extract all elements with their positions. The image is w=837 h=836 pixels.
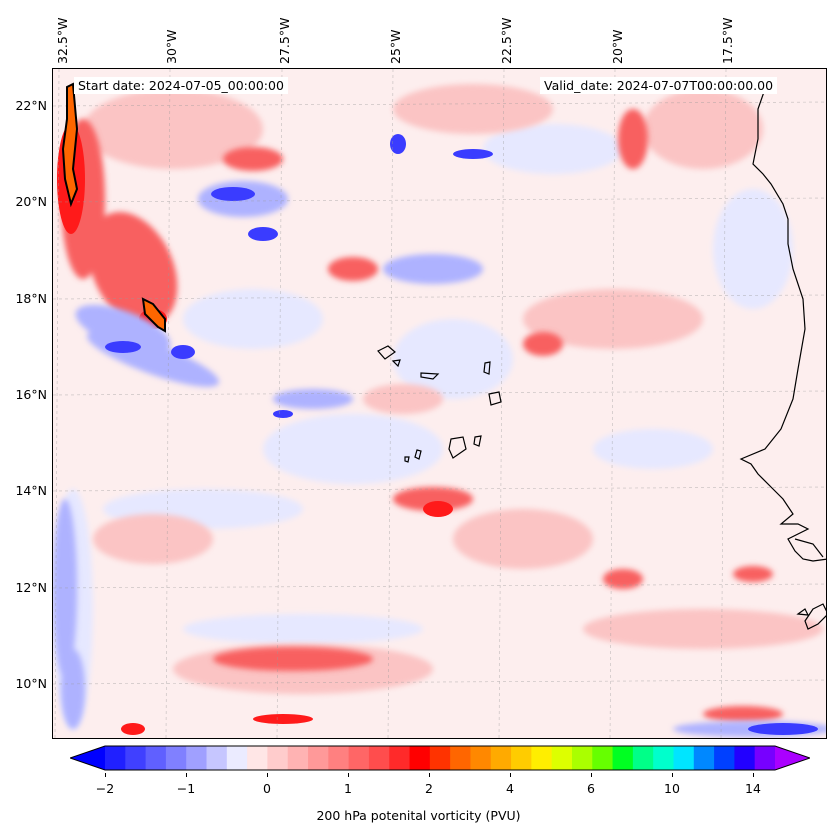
colorbar (70, 745, 810, 771)
colorbar-tick-0: 0 (263, 781, 271, 796)
valid-date-box: Valid_date: 2024-07-07T00:00:00.00 (540, 77, 778, 94)
colorbar-segment (754, 746, 776, 770)
colorbar-segment (348, 746, 370, 770)
colorbar-segment (186, 746, 208, 770)
colorbar-tick-10: 10 (664, 781, 680, 796)
colorbar-tickmark (186, 773, 187, 777)
lon-label-17-5w: 17.5°W (720, 17, 735, 64)
colorbar-segment (571, 746, 593, 770)
map-panel (52, 68, 827, 739)
colorbar-segment (673, 746, 695, 770)
lon-label-27-5w: 27.5°W (277, 17, 292, 64)
colorbar-segment (389, 746, 411, 770)
colorbar-segment (429, 746, 451, 770)
colorbar-segment (531, 746, 553, 770)
colorbar-extend-min (70, 746, 105, 770)
colorbar-segment (450, 746, 471, 770)
colorbar-segment (470, 746, 492, 770)
lat-label-10n: 10°N (15, 676, 47, 691)
colorbar-tickmark (510, 773, 511, 777)
pv-2-contour (61, 82, 166, 333)
gridlines (53, 69, 826, 738)
west-africa-coastline (739, 78, 826, 630)
colorbar-label: 200 hPa potenital vorticity (PVU) (316, 808, 521, 823)
lat-label-20n: 20°N (15, 194, 47, 209)
lon-label-22-5w: 22.5°W (499, 17, 514, 64)
colorbar-tickmark (672, 773, 673, 777)
colorbar-segment (165, 746, 187, 770)
colorbar-segment (551, 746, 573, 770)
colorbar-segment (247, 746, 268, 770)
colorbar-segment (125, 746, 147, 770)
colorbar-segment (145, 746, 167, 770)
colorbar-segment (714, 746, 735, 770)
colorbar-segment (328, 746, 350, 770)
lat-label-22n: 22°N (15, 98, 47, 113)
colorbar-tickmark (105, 773, 106, 777)
colorbar-tickmark (348, 773, 349, 777)
lat-label-12n: 12°N (15, 580, 47, 595)
colorbar-tick-14: 14 (745, 781, 761, 796)
colorbar-segment (693, 746, 715, 770)
lon-label-32-5w: 32.5°W (55, 17, 70, 64)
colorbar-segment (308, 746, 329, 770)
start-date-box: Start date: 2024-07-05_00:00:00 (74, 77, 288, 94)
colorbar-segment (490, 746, 512, 770)
colorbar-segment (287, 746, 309, 770)
pv-field-map (53, 69, 826, 738)
colorbar-tickmark (267, 773, 268, 777)
colorbar-extend-max (775, 746, 810, 770)
colorbar-tick-4: 4 (506, 781, 514, 796)
colorbar-segment (267, 746, 289, 770)
colorbar-segment (409, 746, 431, 770)
colorbar-segment (226, 746, 248, 770)
colorbar-tickmark (429, 773, 430, 777)
colorbar-tickmark (591, 773, 592, 777)
lat-label-16n: 16°N (15, 387, 47, 402)
lon-label-25w: 25°W (388, 29, 403, 64)
colorbar-tick-6: 6 (587, 781, 595, 796)
colorbar-segment (511, 746, 532, 770)
lat-label-18n: 18°N (15, 291, 47, 306)
colorbar-segment (592, 746, 614, 770)
colorbar-segment (105, 746, 126, 770)
colorbar-outline (70, 745, 810, 771)
lon-label-30w: 30°W (164, 29, 179, 64)
colorbar-segment (368, 746, 390, 770)
lon-label-20w: 20°W (610, 29, 625, 64)
colorbar-segment (734, 746, 756, 770)
negative-pv-strong (105, 134, 818, 735)
positive-pv-light (83, 84, 823, 694)
colorbar-tick-neg1: −1 (176, 781, 196, 796)
colorbar-segment (653, 746, 674, 770)
cape-verde-islands (377, 345, 502, 463)
colorbar-segment (632, 746, 654, 770)
colorbar-tick-2: 2 (425, 781, 433, 796)
colorbar-tickmark (753, 773, 754, 777)
lat-label-14n: 14°N (15, 483, 47, 498)
colorbar-segment (612, 746, 634, 770)
colorbar-segment (206, 746, 228, 770)
colorbar-tick-neg2: −2 (95, 781, 115, 796)
colorbar-tick-1: 1 (344, 781, 352, 796)
